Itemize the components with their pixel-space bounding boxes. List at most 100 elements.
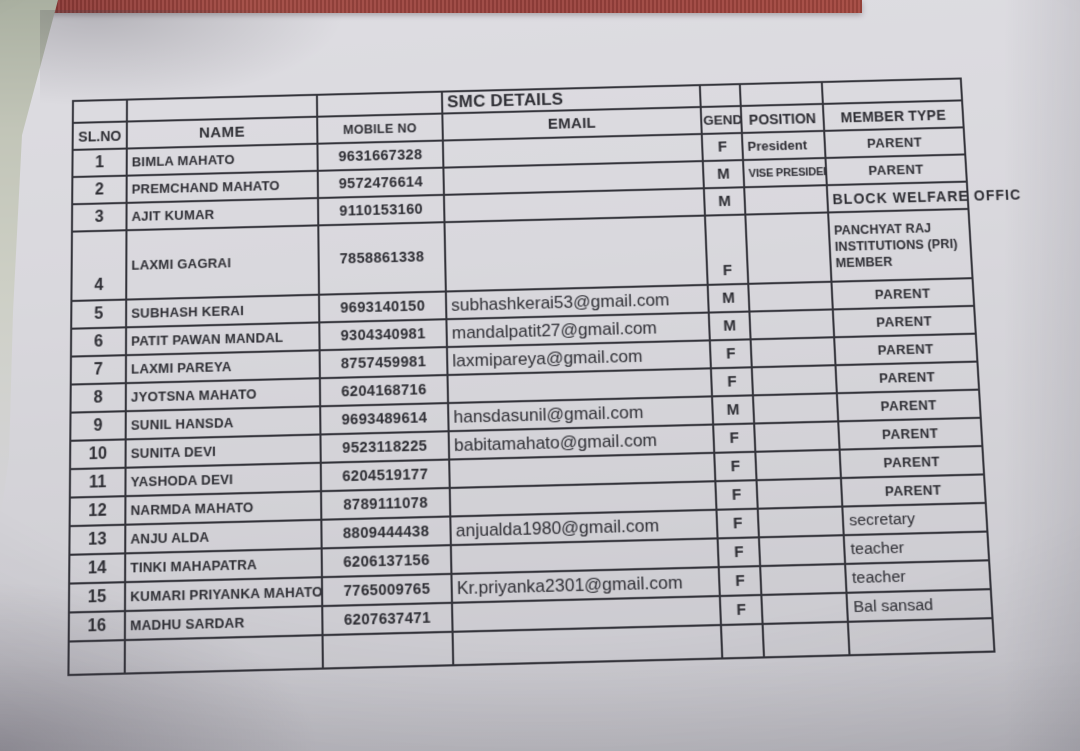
smc-table-perspective: SMC DETAILS SL.NO NAME MOBILE NO EMAIL GEND PO…: [67, 77, 1022, 677]
cell-slno: 15: [68, 582, 126, 613]
cell-mobile: 9631667328: [317, 140, 444, 171]
cell-slno: 4: [71, 230, 127, 301]
cell-position: [744, 185, 829, 215]
cell-gender: F: [701, 132, 744, 162]
cell-slno: 5: [71, 299, 127, 329]
cell-position: [752, 393, 839, 424]
smc-table-body: SMC DETAILS SL.NO NAME MOBILE NO EMAIL GEND PO…: [68, 78, 1022, 676]
cell-gender: F: [713, 423, 756, 453]
smc-details-table: SMC DETAILS SL.NO NAME MOBILE NO EMAIL GEND PO…: [67, 77, 1022, 676]
column-header-mobile: MOBILE NO: [317, 113, 443, 144]
cell-gender: M: [708, 311, 751, 341]
cell-member-type: teacher: [845, 560, 991, 593]
cell-gender: F: [715, 480, 758, 510]
column-header-member-type: MEMBER TYPE: [822, 100, 964, 131]
cell-mobile: 8757459981: [319, 347, 448, 379]
cell-mobile: 6206137156: [321, 545, 452, 578]
cell-member-type: [847, 618, 995, 656]
cell-gender: F: [719, 594, 763, 626]
cell-member-type: PANCHYAT RAJ INSTITUTIONS (PRI) MEMBER: [828, 208, 973, 282]
cell-member-type: Bal sansad: [846, 589, 993, 622]
cell-position: [755, 449, 841, 481]
cell-mobile: 7765009765: [321, 573, 452, 607]
page-edge-sliver: [0, 0, 58, 520]
cell-gender: F: [710, 367, 753, 397]
title-row-spacer-cell: [739, 82, 823, 106]
cell-position: VISE PRESIDEN: [743, 157, 827, 188]
cell-gender: F: [716, 508, 759, 539]
cell-member-type: PARENT: [831, 278, 975, 310]
cell-gender: M: [703, 187, 746, 216]
cell-position: [756, 478, 843, 509]
cell-mobile: 8789111078: [321, 487, 451, 520]
cell-member-type: PARENT: [839, 446, 985, 479]
cell-gender: F: [717, 537, 761, 568]
cell-mobile: 6204519177: [320, 459, 450, 492]
cell-member-type: PARENT: [832, 305, 976, 338]
cell-slno: 8: [70, 383, 126, 413]
cell-member-type: PARENT: [838, 417, 983, 450]
cell-member-type: PARENT: [825, 154, 967, 186]
cell-mobile: 6207637471: [322, 602, 453, 636]
cell-slno: 11: [69, 467, 126, 498]
cell-name: [124, 635, 323, 674]
cell-member-type: PARENT: [840, 474, 986, 507]
cell-gender: M: [702, 160, 745, 189]
cell-mobile: 9572476614: [317, 167, 444, 199]
title-row-spacer-cell: [72, 99, 127, 123]
cell-gender: F: [718, 566, 762, 597]
cell-mobile: 7858861338: [318, 222, 446, 295]
cell-gender: M: [707, 283, 750, 313]
cell-mobile: 9523118225: [320, 431, 450, 463]
cell-slno: 6: [70, 327, 127, 357]
cell-gender: [720, 623, 764, 659]
cell-mobile: 8809444438: [321, 516, 451, 549]
cell-position: [761, 592, 848, 624]
title-row-spacer-cell: [699, 84, 741, 108]
cell-position: [751, 365, 837, 396]
column-header-slno: SL.NO: [72, 121, 127, 150]
cell-gender: F: [714, 451, 757, 482]
cell-name: LAXMI GAGRAI: [126, 225, 320, 300]
cell-slno: [68, 640, 125, 676]
cell-slno: 9: [70, 411, 126, 441]
cell-gender: M: [712, 395, 755, 425]
cell-slno: 13: [69, 524, 126, 555]
cell-member-type: PARENT: [836, 389, 981, 422]
cell-position: [749, 309, 835, 340]
folder-edge-strip: [44, 0, 862, 13]
cell-member-type: BLOCK WELFARE OFFIC: [826, 181, 1022, 213]
cell-email: [444, 215, 708, 292]
cell-member-type: secretary: [842, 502, 988, 536]
cell-mobile: 9693140150: [319, 291, 447, 323]
cell-position: [758, 535, 846, 567]
cell-mobile: [322, 631, 454, 669]
cell-mobile: 6204168716: [319, 374, 449, 407]
cell-slno: 1: [72, 148, 127, 178]
cell-member-type: PARENT: [835, 361, 980, 394]
cell-member-type: PARENT: [834, 333, 978, 366]
cell-slno: 3: [71, 202, 127, 232]
cell-slno: 10: [70, 439, 126, 470]
cell-mobile: 9110153160: [318, 194, 445, 226]
cell-position: [757, 506, 844, 538]
cell-gender: F: [709, 339, 752, 369]
cell-position: [748, 281, 833, 312]
cell-mobile: 9693489614: [320, 403, 449, 435]
cell-gender: F: [704, 214, 749, 285]
cell-mobile: 9304340981: [319, 319, 447, 351]
column-header-position: POSITION: [740, 103, 825, 133]
cell-member-type: teacher: [843, 531, 990, 564]
cell-position: [754, 421, 840, 452]
column-header-gender: GEND: [700, 105, 742, 134]
cell-position: [745, 212, 832, 284]
title-row-spacer-cell: [316, 91, 443, 117]
cell-slno: 12: [69, 496, 126, 527]
cell-member-type: PARENT: [824, 127, 966, 158]
cell-slno: 7: [70, 355, 126, 385]
cell-slno: 2: [72, 175, 127, 205]
cell-email: [452, 625, 723, 666]
cell-position: President: [741, 130, 826, 161]
cell-slno: 14: [69, 553, 126, 584]
